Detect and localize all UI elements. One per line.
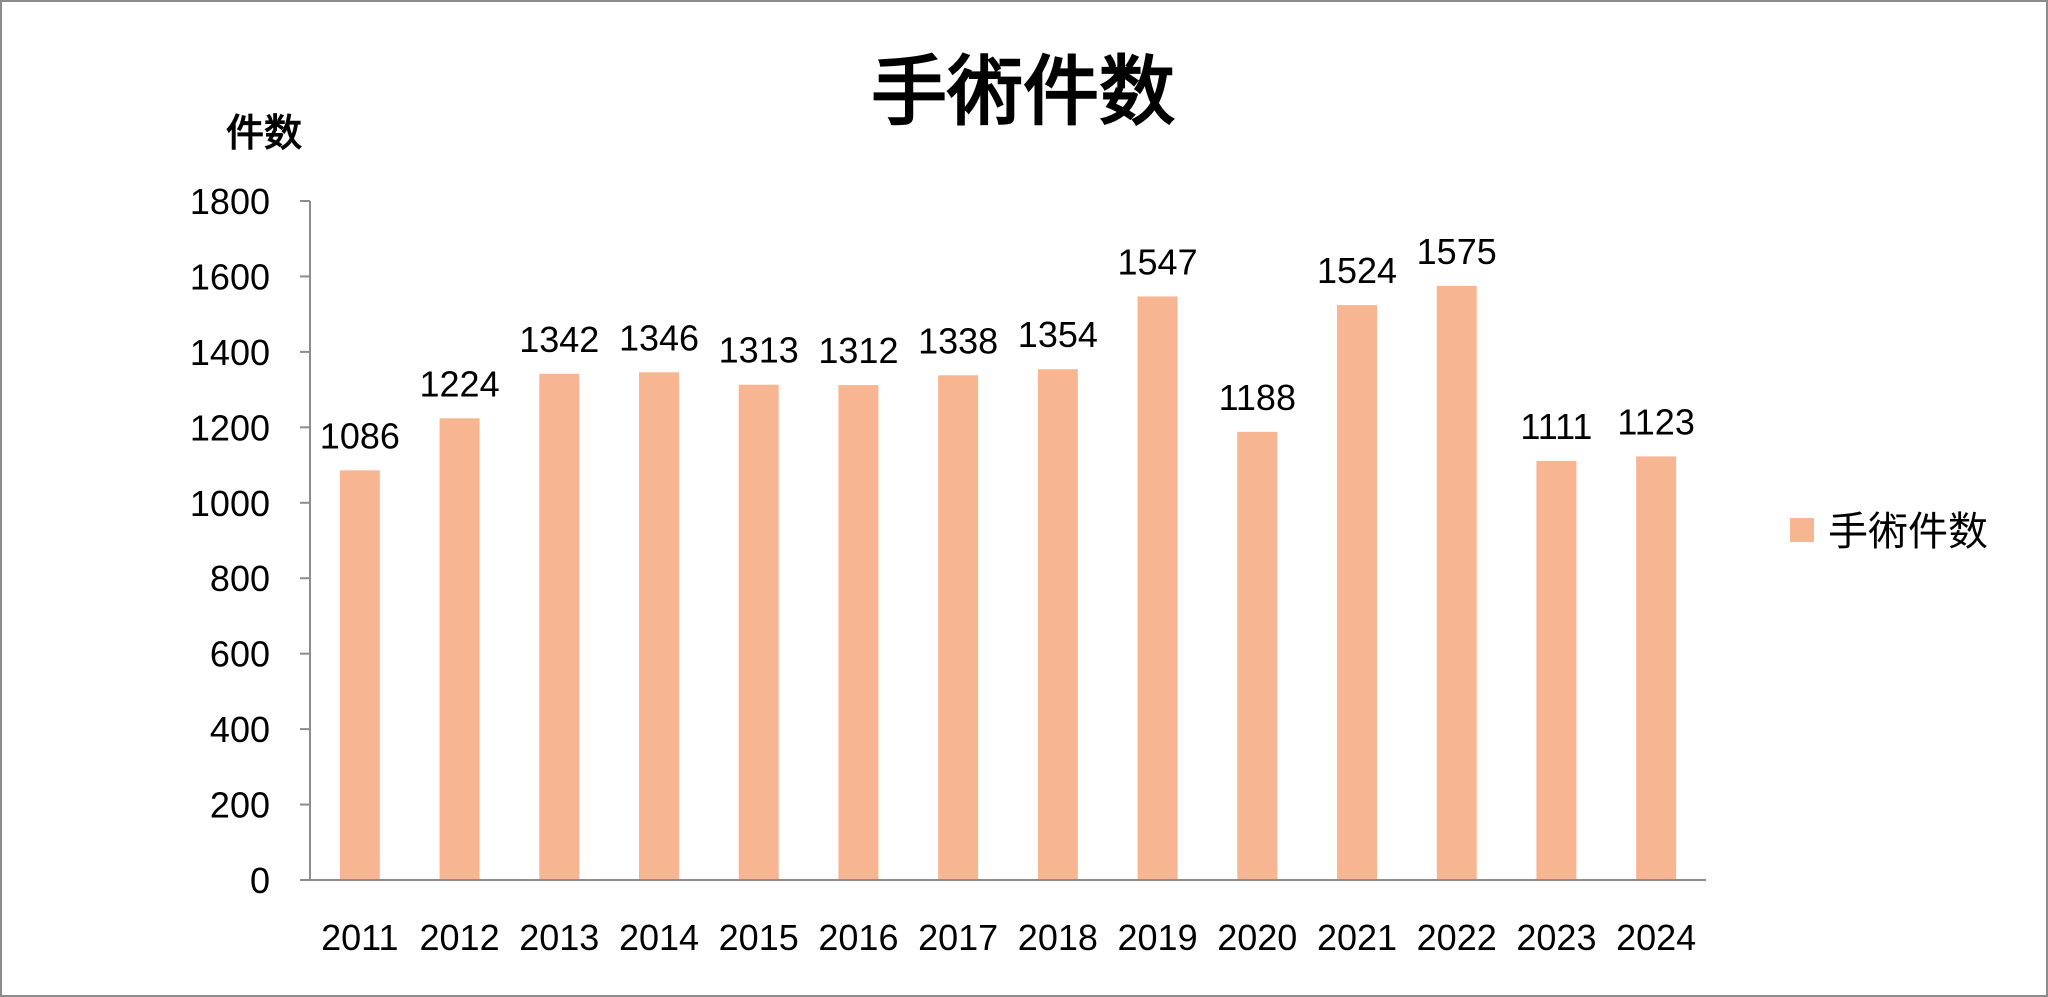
bar — [1536, 460, 1577, 880]
bar — [738, 384, 779, 880]
x-tick-label: 2022 — [1417, 917, 1497, 958]
x-tick-label: 2020 — [1217, 917, 1297, 958]
y-tick-label: 600 — [210, 634, 270, 675]
data-label: 1224 — [420, 363, 500, 404]
data-label: 1111 — [1520, 406, 1592, 447]
data-label: 1312 — [818, 330, 898, 371]
data-label: 1313 — [719, 330, 799, 371]
y-axis-label: 件数 — [226, 111, 302, 155]
chart-title: 手術件数 — [871, 47, 1175, 136]
x-tick-label: 2017 — [918, 917, 998, 958]
y-tick-label: 1400 — [190, 332, 270, 373]
x-axis-ticks: 2011 2012 2013 2014 2015 2016 2017 2018 2019 2020… — [321, 917, 1696, 958]
data-label: 1123 — [1617, 401, 1694, 442]
bar — [1137, 296, 1178, 880]
data-labels: 1086 1224 1342 1346 1313 1312 1338 1354 1547 1188… — [320, 231, 1695, 456]
bar — [1037, 369, 1078, 880]
data-label: 1086 — [320, 415, 400, 456]
x-tick-label: 2018 — [1018, 917, 1098, 958]
x-tick-label: 2024 — [1616, 917, 1696, 958]
legend-swatch — [1790, 518, 1814, 542]
x-tick-label: 2023 — [1516, 917, 1596, 958]
bar — [1436, 285, 1477, 880]
y-tick-label: 400 — [210, 709, 270, 750]
bars — [339, 285, 1677, 880]
bar — [639, 372, 679, 880]
y-axis-ticks: 0 200 400 600 800 1000 1200 1400 1600 1800 — [190, 181, 310, 901]
legend: 手術件数 — [1790, 509, 1988, 555]
y-tick-label: 1800 — [190, 181, 270, 222]
bar — [339, 470, 380, 880]
y-tick-label: 200 — [210, 785, 270, 826]
x-tick-label: 2016 — [818, 917, 898, 958]
bar — [1337, 305, 1377, 880]
x-tick-label: 2012 — [420, 917, 500, 958]
bar — [838, 385, 879, 880]
data-label: 1338 — [918, 320, 998, 361]
y-tick-label: 800 — [210, 558, 270, 599]
bar — [539, 373, 580, 880]
bar — [1237, 431, 1278, 880]
data-label: 1524 — [1317, 250, 1397, 291]
x-tick-label: 2021 — [1317, 917, 1397, 958]
x-tick-label: 2011 — [321, 917, 398, 958]
bar — [1636, 456, 1677, 880]
data-label: 1342 — [519, 319, 599, 360]
y-tick-label: 0 — [250, 860, 270, 901]
data-label: 1547 — [1118, 241, 1198, 282]
legend-label: 手術件数 — [1828, 509, 1988, 555]
y-tick-label: 1000 — [190, 483, 270, 524]
data-label: 1575 — [1417, 231, 1497, 272]
x-tick-label: 2019 — [1118, 917, 1198, 958]
x-tick-label: 2015 — [719, 917, 799, 958]
x-tick-label: 2013 — [519, 917, 599, 958]
y-tick-label: 1600 — [190, 256, 270, 297]
data-label: 1188 — [1219, 377, 1296, 418]
bar — [938, 375, 979, 880]
axes — [309, 201, 1706, 881]
data-label: 1346 — [619, 317, 699, 358]
y-tick-label: 1200 — [190, 407, 270, 448]
x-tick-label: 2014 — [619, 917, 699, 958]
data-label: 1354 — [1018, 314, 1098, 355]
bar — [439, 418, 480, 880]
